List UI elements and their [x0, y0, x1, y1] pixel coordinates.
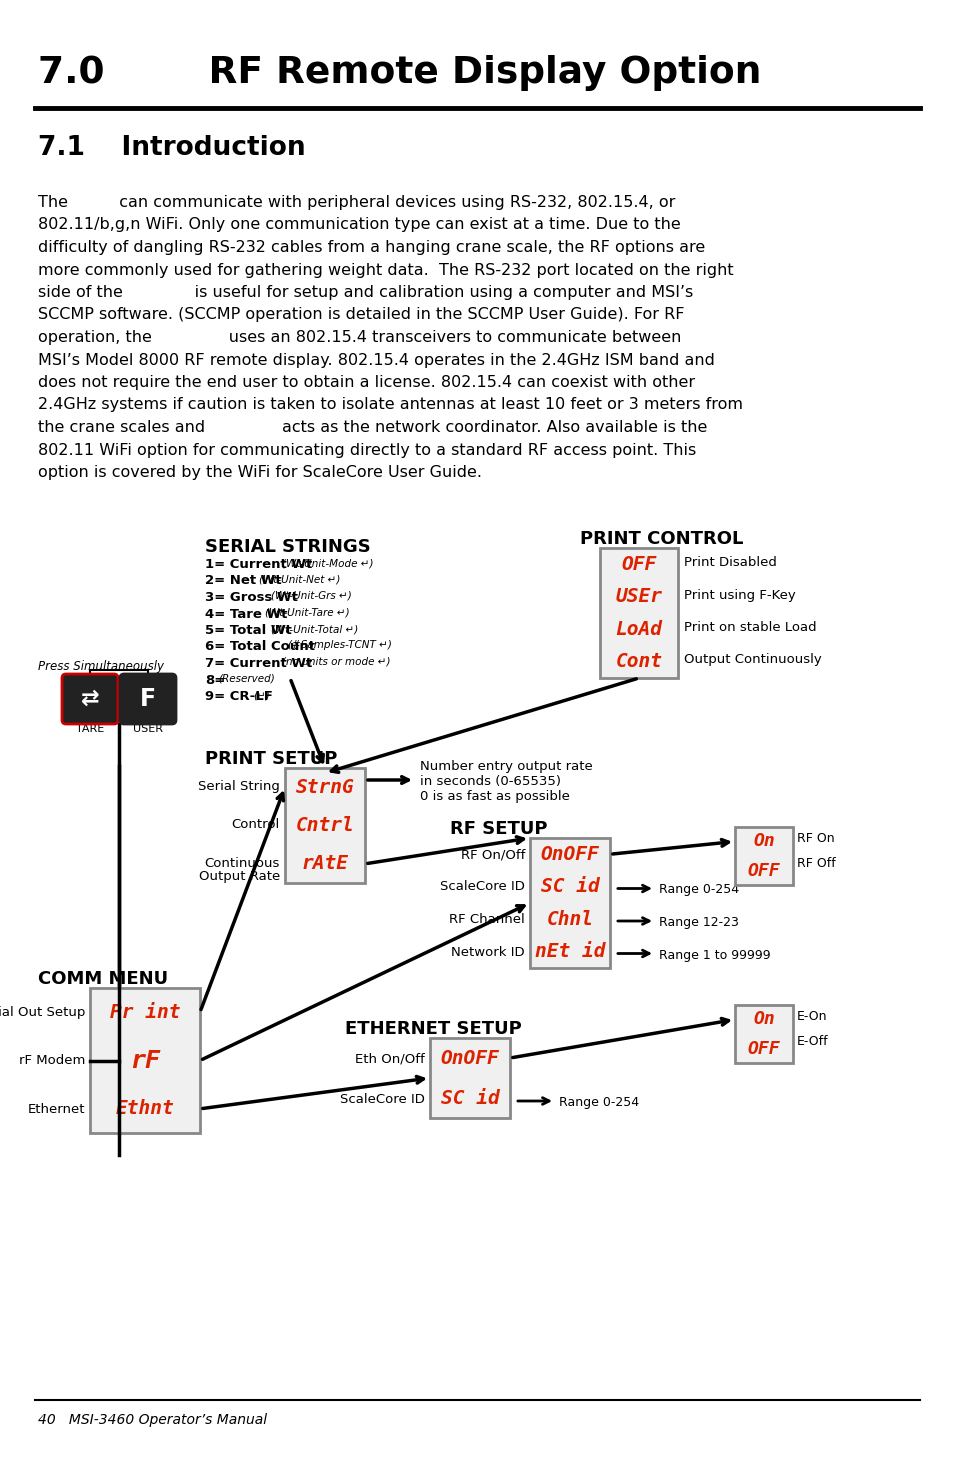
Text: Ethernet: Ethernet	[28, 1103, 85, 1115]
Text: rF Modem: rF Modem	[19, 1055, 85, 1068]
Text: (#Samples-TCNT ↵): (#Samples-TCNT ↵)	[288, 640, 392, 650]
Text: 802.11 WiFi option for communicating directly to a standard RF access point. Thi: 802.11 WiFi option for communicating dir…	[38, 442, 696, 457]
Text: (Wt-Unit-Tare ↵): (Wt-Unit-Tare ↵)	[265, 608, 349, 618]
Text: ⇄: ⇄	[81, 689, 99, 709]
Text: RF On/Off: RF On/Off	[460, 848, 524, 861]
Text: COMM MENU: COMM MENU	[38, 971, 168, 988]
Text: OFF: OFF	[620, 555, 656, 574]
Text: nEt id: nEt id	[535, 943, 604, 962]
Text: 40   MSI-3460 Operator’s Manual: 40 MSI-3460 Operator’s Manual	[38, 1413, 267, 1426]
Text: PRINT SETUP: PRINT SETUP	[205, 749, 337, 768]
Text: rF: rF	[130, 1049, 160, 1072]
Text: 4= Tare Wt: 4= Tare Wt	[205, 608, 287, 621]
Text: Range 12-23: Range 12-23	[659, 916, 739, 929]
Text: 1= Current Wt: 1= Current Wt	[205, 558, 312, 571]
Text: USER: USER	[132, 724, 163, 735]
Text: 802.11/b,g,n WiFi. Only one communication type can exist at a time. Due to the: 802.11/b,g,n WiFi. Only one communicatio…	[38, 217, 680, 233]
Text: Network ID: Network ID	[451, 945, 524, 959]
Text: Chnl: Chnl	[546, 910, 593, 929]
Text: 3= Gross Wt: 3= Gross Wt	[205, 591, 297, 603]
Text: RF SETUP: RF SETUP	[450, 820, 547, 838]
FancyBboxPatch shape	[120, 674, 175, 724]
Text: RF Channel: RF Channel	[449, 913, 524, 926]
Text: StrnG: StrnG	[295, 777, 354, 797]
Text: SC id: SC id	[440, 1089, 498, 1108]
Text: Control: Control	[232, 819, 280, 832]
Text: Eth On/Off: Eth On/Off	[355, 1053, 424, 1066]
Text: ETHERNET SETUP: ETHERNET SETUP	[345, 1021, 521, 1038]
Bar	[90, 988, 200, 1133]
Text: LoAd: LoAd	[615, 620, 661, 639]
Text: Press Simultaneously: Press Simultaneously	[38, 659, 164, 673]
Bar	[430, 1038, 510, 1118]
Text: (Wt-Unit-Grs ↵): (Wt-Unit-Grs ↵)	[271, 591, 352, 600]
Bar	[285, 768, 365, 884]
Text: 9= CR-LF: 9= CR-LF	[205, 690, 273, 704]
Bar	[599, 549, 678, 679]
Text: F: F	[140, 687, 156, 711]
Text: operation, the               uses an 802.15.4 transceivers to communicate betwee: operation, the uses an 802.15.4 transcei…	[38, 330, 680, 345]
Text: Continuous: Continuous	[204, 857, 280, 870]
Text: Print using F-Key: Print using F-Key	[683, 589, 795, 602]
Text: 2.4GHz systems if caution is taken to isolate antennas at least 10 feet or 3 met: 2.4GHz systems if caution is taken to is…	[38, 397, 742, 413]
Text: E-Off: E-Off	[796, 1035, 828, 1049]
Text: 2= Net Wt: 2= Net Wt	[205, 574, 281, 587]
Text: Print Disabled: Print Disabled	[683, 556, 776, 569]
Text: Cntrl: Cntrl	[295, 816, 354, 835]
Text: Output Continuously: Output Continuously	[683, 653, 821, 667]
Text: OFF: OFF	[747, 861, 780, 879]
Text: more commonly used for gathering weight data.  The RS-232 port located on the ri: more commonly used for gathering weight …	[38, 263, 733, 277]
Bar	[734, 827, 792, 885]
Text: difficulty of dangling RS-232 cables from a hanging crane scale, the RF options : difficulty of dangling RS-232 cables fro…	[38, 240, 704, 255]
Text: Ethnt: Ethnt	[115, 1099, 174, 1118]
Text: (Wt-Unit-Net ↵): (Wt-Unit-Net ↵)	[259, 574, 340, 584]
Text: does not require the end user to obtain a license. 802.15.4 can coexist with oth: does not require the end user to obtain …	[38, 375, 695, 389]
Text: USEr: USEr	[615, 587, 661, 606]
Text: Serial Out Setup: Serial Out Setup	[0, 1006, 85, 1019]
Text: the crane scales and               acts as the network coordinator. Also availab: the crane scales and acts as the network…	[38, 420, 706, 435]
Bar	[734, 1004, 792, 1063]
Text: Cont: Cont	[615, 652, 661, 671]
Text: (↵): (↵)	[253, 690, 270, 701]
Text: MSI’s Model 8000 RF remote display. 802.15.4 operates in the 2.4GHz ISM band and: MSI’s Model 8000 RF remote display. 802.…	[38, 353, 714, 367]
Text: (no units or mode ↵): (no units or mode ↵)	[282, 656, 391, 667]
Text: SERIAL STRINGS: SERIAL STRINGS	[205, 538, 371, 556]
Text: PRINT CONTROL: PRINT CONTROL	[579, 530, 742, 549]
Text: (Wt-Unit-Total ↵): (Wt-Unit-Total ↵)	[271, 624, 357, 634]
Bar	[530, 838, 609, 968]
Text: 7.0        RF Remote Display Option: 7.0 RF Remote Display Option	[38, 55, 760, 91]
Text: RF On: RF On	[796, 832, 834, 845]
Text: Range 1 to 99999: Range 1 to 99999	[659, 948, 770, 962]
Text: Pr int: Pr int	[110, 1003, 180, 1022]
Text: ScaleCore ID: ScaleCore ID	[340, 1093, 424, 1106]
Text: Output Rate: Output Rate	[198, 870, 280, 882]
Text: OnOFF: OnOFF	[440, 1049, 498, 1068]
Text: SC id: SC id	[540, 878, 598, 897]
Text: OFF: OFF	[747, 1040, 780, 1058]
Text: Range 0-254: Range 0-254	[659, 884, 739, 897]
Text: Range 0-254: Range 0-254	[558, 1096, 639, 1109]
Text: 7.1    Introduction: 7.1 Introduction	[38, 136, 305, 161]
Text: (Reserved): (Reserved)	[218, 674, 275, 683]
Text: 7= Current Wt: 7= Current Wt	[205, 656, 312, 670]
FancyBboxPatch shape	[62, 674, 118, 724]
Text: E-On: E-On	[796, 1010, 826, 1024]
Text: SCCMP software. (SCCMP operation is detailed in the SCCMP User Guide). For RF: SCCMP software. (SCCMP operation is deta…	[38, 307, 684, 323]
Text: Number entry output rate
in seconds (0-65535)
0 is as fast as possible: Number entry output rate in seconds (0-6…	[419, 760, 592, 802]
Text: On: On	[752, 832, 774, 851]
Text: The          can communicate with peripheral devices using RS-232, 802.15.4, or: The can communicate with peripheral devi…	[38, 195, 675, 209]
Text: rAtE: rAtE	[301, 854, 348, 873]
Text: On: On	[752, 1010, 774, 1028]
Text: option is covered by the WiFi for ScaleCore User Guide.: option is covered by the WiFi for ScaleC…	[38, 465, 481, 479]
Text: Print on stable Load: Print on stable Load	[683, 621, 816, 634]
Text: 8=: 8=	[205, 674, 225, 686]
Text: ScaleCore ID: ScaleCore ID	[439, 881, 524, 894]
Text: side of the              is useful for setup and calibration using a computer an: side of the is useful for setup and cali…	[38, 285, 693, 299]
Text: (Wt-Unit-Mode ↵): (Wt-Unit-Mode ↵)	[282, 558, 374, 568]
Text: RF Off: RF Off	[796, 857, 835, 870]
Text: Serial String: Serial String	[198, 780, 280, 794]
Text: TARE: TARE	[76, 724, 104, 735]
Text: 5= Total Wt: 5= Total Wt	[205, 624, 292, 637]
Text: 6= Total Count: 6= Total Count	[205, 640, 314, 653]
Text: OnOFF: OnOFF	[540, 845, 598, 864]
